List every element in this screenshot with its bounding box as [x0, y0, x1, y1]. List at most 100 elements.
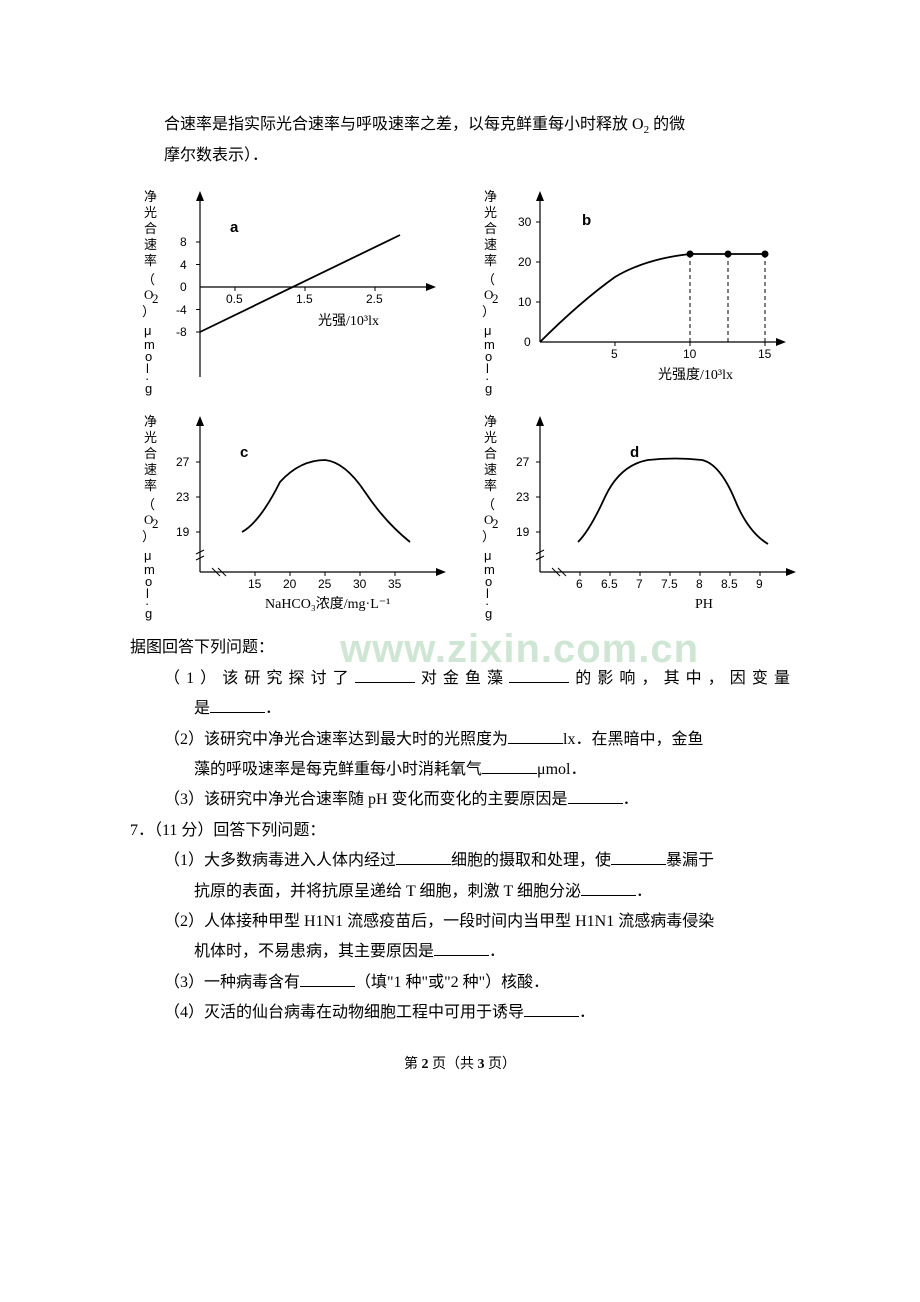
q74a: （4）灭活的仙台病毒在动物细胞工程中可用于诱导	[164, 1004, 524, 1021]
chart-d-xlabel: PH	[695, 597, 713, 612]
svg-text:23: 23	[516, 490, 530, 504]
q1c: 的影响，其中，因变量	[569, 670, 790, 687]
q7-head: 7．（11 分）回答下列问题：	[130, 816, 790, 846]
charts-grid: www.zixin.com.cn 净 光 合 速 率 （ O 2 ） μ m o	[130, 177, 790, 627]
blank	[434, 939, 489, 956]
svg-text:-8: -8	[176, 325, 187, 339]
q2a: （2）该研究中净光合速率达到最大时的光照度为	[164, 731, 508, 748]
q1a: （1）该研究探讨了	[164, 670, 355, 687]
chart-b-axes	[536, 191, 786, 346]
intro-line2: 摩尔数表示）．	[164, 147, 268, 164]
svg-text:率: 率	[144, 253, 157, 268]
chart-d-curve	[578, 459, 768, 545]
intro-line1b: 的微	[649, 116, 685, 133]
svg-text:20: 20	[518, 255, 532, 269]
chart-a-svg: 净 光 合 速 率 （ O 2 ） μ m o l · g	[130, 177, 460, 402]
blank	[396, 848, 451, 865]
svg-text:）: ）	[142, 529, 155, 544]
svg-text:19: 19	[176, 525, 190, 539]
svg-text:1.5: 1.5	[296, 292, 313, 306]
svg-text:2.5: 2.5	[366, 292, 383, 306]
q2b: lx．在黑暗中，金鱼	[563, 731, 703, 748]
footer-a: 第	[404, 1057, 422, 1072]
chart-c-ylabel: 净 光 合 速 率 （ O 2 ） μ m o l · g	[142, 414, 159, 621]
svg-text:率: 率	[484, 478, 497, 493]
q72b: 机体时，不易患病，其主要原因是	[194, 943, 434, 960]
chart-a-xticks: 0.5 1.5 2.5	[226, 287, 383, 306]
svg-text:μ: μ	[144, 548, 152, 563]
q2c: 藻的呼吸速率是每克鲜重每小时消耗氧气	[194, 761, 482, 778]
chart-c-axes	[196, 416, 446, 576]
footer-c: 页（共	[429, 1057, 478, 1072]
svg-text:光: 光	[484, 430, 497, 445]
q7-1-line1: （1）大多数病毒进入人体内经过细胞的摄取和处理，使暴漏于	[130, 846, 790, 876]
svg-text:净: 净	[484, 189, 497, 204]
blank	[524, 1000, 579, 1017]
chart-b-ylabel: 净 光 合 速 率 （ O 2 ） μ m o l · g	[482, 189, 499, 396]
svg-text:10: 10	[683, 347, 697, 361]
chart-b: 净 光 合 速 率 （ O 2 ） μ m o l · g	[470, 177, 800, 402]
svg-text:g: g	[145, 606, 152, 621]
svg-text:μ: μ	[484, 548, 492, 563]
footer-b: 2	[422, 1057, 429, 1072]
chart-a: 净 光 合 速 率 （ O 2 ） μ m o l · g	[130, 177, 460, 402]
svg-text:30: 30	[518, 215, 532, 229]
chart-d-svg: 净 光 合 速 率 （ O 2 ） μ m o l · g	[470, 402, 800, 627]
svg-text:20: 20	[283, 577, 297, 591]
chart-a-xlabel: 光强/10³lx	[318, 313, 379, 329]
page-container: 合速率是指实际光合速率与呼吸速率之差，以每克鲜重每小时释放 O2 的微 摩尔数表…	[0, 0, 920, 1133]
svg-text:15: 15	[758, 347, 772, 361]
svg-text:速: 速	[144, 237, 157, 252]
chart-a-letter: a	[230, 219, 239, 236]
svg-text:30: 30	[353, 577, 367, 591]
svg-text:35: 35	[388, 577, 402, 591]
q2-line2: 藻的呼吸速率是每克鲜重每小时消耗氧气μmol．	[130, 755, 790, 785]
intro-line1a: 合速率是指实际光合速率与呼吸速率之差，以每克鲜重每小时释放 O	[164, 116, 644, 133]
svg-text:0.5: 0.5	[226, 292, 243, 306]
chart-a-yticks: 8 4 0 -4 -8	[176, 235, 200, 339]
intro-text: 合速率是指实际光合速率与呼吸速率之差，以每克鲜重每小时释放 O2 的微	[130, 110, 790, 141]
svg-text:）: ）	[482, 304, 495, 319]
blank	[509, 666, 569, 683]
svg-text:净: 净	[144, 189, 157, 204]
svg-text:）: ）	[142, 304, 155, 319]
svg-text:率: 率	[484, 253, 497, 268]
svg-text:7: 7	[636, 577, 643, 591]
q71c: 暴漏于	[666, 852, 714, 869]
chart-d-xticks: 6 6.5 7 7.5 8 8.5 9	[576, 572, 763, 591]
svg-text:4: 4	[180, 258, 187, 272]
q73b: （填"1 种"或"2 种"）核酸．	[355, 974, 549, 991]
svg-text:5: 5	[611, 347, 618, 361]
svg-text:8: 8	[696, 577, 703, 591]
svg-text:6.5: 6.5	[601, 577, 618, 591]
after-charts: 据图回答下列问题：	[130, 633, 790, 663]
chart-b-dashed	[690, 254, 765, 342]
svg-text:27: 27	[176, 455, 190, 469]
chart-d-ylabel: 净 光 合 速 率 （ O 2 ） μ m o l · g	[482, 414, 499, 621]
blank	[581, 879, 636, 896]
svg-text:27: 27	[516, 455, 530, 469]
svg-text:）: ）	[482, 529, 495, 544]
chart-b-yticks: 0 10 20 30	[518, 215, 540, 349]
svg-text:速: 速	[144, 462, 157, 477]
chart-c: 净 光 合 速 率 （ O 2 ） μ m o l · g	[130, 402, 460, 627]
svg-text:19: 19	[516, 525, 530, 539]
svg-text:23: 23	[176, 490, 190, 504]
svg-text:9: 9	[756, 577, 763, 591]
svg-text:（: （	[142, 272, 155, 287]
chart-c-letter: c	[240, 444, 248, 461]
chart-b-curve	[540, 254, 765, 342]
chart-c-yticks: 19 23 27	[176, 455, 200, 539]
chart-d-letter: d	[630, 444, 639, 461]
blank	[611, 848, 666, 865]
q3b: ．	[623, 791, 639, 808]
svg-text:g: g	[485, 606, 492, 621]
svg-text:（: （	[482, 497, 495, 512]
svg-text:（: （	[482, 272, 495, 287]
blank	[508, 727, 563, 744]
intro-text-2: 摩尔数表示）．	[130, 141, 790, 171]
q71d: 抗原的表面，并将抗原呈递给 T 细胞，刺激 T 细胞分泌	[194, 883, 581, 900]
q7-4: （4）灭活的仙台病毒在动物细胞工程中可用于诱导．	[130, 998, 790, 1028]
svg-text:（: （	[142, 497, 155, 512]
footer-e: 页）	[485, 1057, 517, 1072]
